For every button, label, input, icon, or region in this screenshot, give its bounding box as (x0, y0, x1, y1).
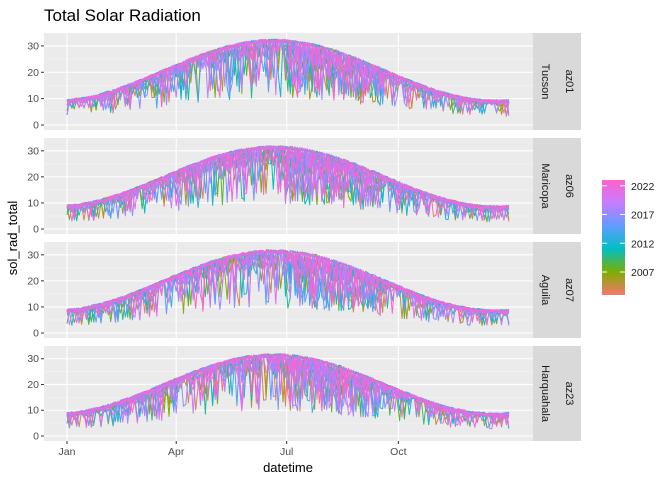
y-tick-label: 20 (27, 67, 39, 79)
legend-label: 2007 (631, 267, 655, 279)
strip-label-station-name: Maricopa (539, 163, 551, 209)
series-line-2023 (66, 249, 509, 324)
y-tick-label: 10 (27, 197, 39, 209)
legend-label: 2022 (631, 181, 655, 193)
facet-panel-az01: 0 10 20 30 Tucson az01 (27, 33, 581, 132)
series-line-2023 (66, 353, 510, 427)
chart-title: Total Solar Radiation (44, 6, 201, 25)
strip-station-name (533, 33, 557, 130)
facet-panel-az23: 0 10 20 30 Harquahala az23 (27, 346, 581, 443)
y-tick-label: 0 (33, 328, 39, 340)
strip-station-id (557, 33, 581, 130)
strip-label-station-id: az01 (563, 70, 575, 94)
y-tick-label: 0 (33, 224, 39, 236)
series-line-2023 (66, 146, 509, 221)
strip-station-name (533, 346, 557, 441)
strip-label-station-id: az06 (563, 174, 575, 198)
strip-station-name (533, 242, 557, 338)
y-tick-label: 20 (27, 171, 39, 183)
y-tick-label: 30 (27, 145, 39, 157)
y-tick-label: 10 (27, 301, 39, 313)
facet-panel-az06: 0 10 20 30 Maricopa az06 (27, 138, 581, 236)
strip-label-station-id: az23 (563, 382, 575, 406)
strip-station-id (557, 346, 581, 441)
strip-label-station-id: az07 (563, 278, 575, 302)
y-tick-label: 0 (33, 431, 39, 443)
series-line-2023 (66, 38, 510, 116)
strip-label-station-name: Aguila (539, 275, 551, 306)
strip-station-name (533, 138, 557, 234)
x-tick-label: Apr (168, 446, 185, 458)
strip-label-station-name: Harquahala (539, 365, 551, 423)
series-line-2022 (66, 249, 509, 326)
y-tick-label: 30 (27, 249, 39, 261)
legend-label: 2017 (631, 210, 655, 222)
facet-panel-az07: 0 10 20 30 Aguila az07 (27, 242, 581, 340)
x-tick-label: Jan (59, 446, 76, 458)
y-tick-label: 30 (27, 40, 39, 52)
legend-colorbar (602, 180, 625, 295)
series-line-2022 (66, 354, 510, 429)
legend: 2007 2012 2017 2022 (602, 180, 655, 295)
x-tick-label: Oct (390, 446, 406, 458)
y-tick-label: 20 (27, 379, 39, 391)
y-tick-label: 10 (27, 93, 39, 105)
strip-label-station-name: Tucson (539, 64, 551, 100)
y-tick-label: 30 (27, 353, 39, 365)
y-tick-label: 0 (33, 120, 39, 132)
strip-station-id (557, 138, 581, 234)
strip-station-id (557, 242, 581, 338)
y-tick-label: 20 (27, 275, 39, 287)
x-tick-label: Jul (280, 446, 293, 458)
y-tick-label: 10 (27, 405, 39, 417)
x-axis-title: datetime (263, 460, 313, 475)
legend-label: 2012 (631, 238, 655, 250)
y-axis-title: sol_rad_total (5, 201, 20, 276)
